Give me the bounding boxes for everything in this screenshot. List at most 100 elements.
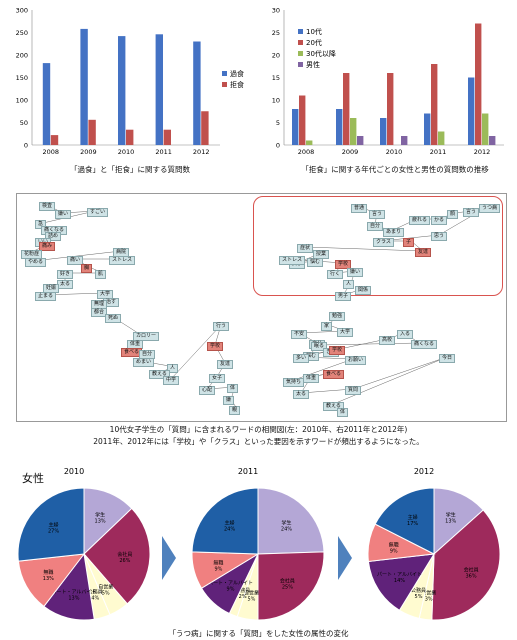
bar-10代 xyxy=(336,109,343,145)
pie-slice-pct: 9% xyxy=(227,586,235,592)
x-tick-label: 2010 xyxy=(118,148,135,156)
pie-slice-label: 無職 xyxy=(43,569,53,576)
network-edge xyxy=(330,356,448,406)
network-word-node: 悩む xyxy=(307,258,324,267)
network-word-node: ストレス xyxy=(109,256,136,265)
network-word-node: 大学 xyxy=(337,328,354,337)
chart-binge-vs-refusal: 0 50 100 150 200 250 300 2008 2009 2010 2011 2012 過食… xyxy=(16,7,244,157)
network-word-node: 男子 xyxy=(335,292,352,301)
bar-20代 xyxy=(475,23,482,145)
bar-過食 xyxy=(80,28,88,145)
network-word-node: お願い xyxy=(345,356,367,365)
pie-slice-label: 主婦 xyxy=(49,522,59,529)
bar-過食 xyxy=(118,36,126,145)
highlight-box xyxy=(253,196,503,296)
chart-refusal-by-age: 0 5 10 15 20 25 30 2008 2009 2010 2011 2012 10代 20代 30… xyxy=(272,7,504,156)
pie-slice-pct: 24% xyxy=(281,527,292,533)
y-tick-label: 200 xyxy=(16,52,28,60)
network-word-node: 好き xyxy=(57,270,74,279)
network-word-node: うつ病 xyxy=(479,204,501,213)
network-word-node: 眠る xyxy=(311,342,328,351)
bar-拒食 xyxy=(201,111,209,145)
pie-slice-label: 会社員 xyxy=(117,551,132,558)
network-word-node: 人 xyxy=(167,364,179,373)
bar-拒食 xyxy=(126,129,134,145)
pie-slice-pct: 27% xyxy=(48,529,59,535)
network-word-node: やめる xyxy=(25,258,47,267)
pie-slice-label: パート・アルバイト xyxy=(208,580,253,586)
legend-label: 20代 xyxy=(306,38,322,47)
y-tick-label: 10 xyxy=(272,97,280,105)
y-tick-label: 150 xyxy=(16,74,28,82)
legend-label: 30代以降 xyxy=(306,49,336,58)
network-word-node: 痛み xyxy=(39,242,56,251)
network-caption-line2: 2011年、2012年には「学校」や「クラス」といった要因を示すワードが頻出する… xyxy=(93,437,424,446)
pie-slice-pct: 17% xyxy=(407,521,418,527)
pie-slice-pct: 9% xyxy=(214,566,222,572)
bar-男性 xyxy=(357,136,364,145)
pie-slice-会社員 xyxy=(431,509,501,621)
network-word-node: 死ぬ xyxy=(105,314,122,323)
network-edge xyxy=(170,324,222,380)
bar-拒食 xyxy=(163,129,171,145)
network-edge xyxy=(318,342,420,346)
legend-swatch xyxy=(298,40,303,45)
network-word-node: 教える xyxy=(323,402,344,411)
pie-slice-pct: 13% xyxy=(95,518,106,524)
network-word-node: かる xyxy=(431,216,448,225)
pie-slice-label: 自営業 xyxy=(421,590,436,597)
pie-slice-pct: 9% xyxy=(390,549,398,555)
network-word-node: 太る xyxy=(293,390,310,399)
pie-slice-pct: 3% xyxy=(425,597,433,603)
bar-拒食 xyxy=(88,119,96,145)
gender-label: 女性 xyxy=(22,472,44,485)
pie-slice-label: 公務員 xyxy=(88,588,103,595)
network-word-node: 痛くなる xyxy=(411,340,438,349)
x-tick-label: 2008 xyxy=(298,148,315,156)
network-word-node: 関係 xyxy=(355,286,372,295)
bar-20代 xyxy=(299,95,306,145)
pie-slice-pct: 13% xyxy=(68,596,79,602)
network-word-node: めまい xyxy=(133,358,155,367)
pie-slice-label: パート・アルバイト xyxy=(51,590,96,596)
chevron-right-icon xyxy=(338,536,352,580)
y-tick-label: 30 xyxy=(272,7,280,15)
pie-slice-pct: 2% xyxy=(239,594,247,600)
pie-slice-pct: 5% xyxy=(415,594,423,600)
network-word-node: 不安 xyxy=(291,330,308,339)
network-word-node: 体重 xyxy=(303,374,320,383)
network-word-node: 友達 xyxy=(217,360,234,369)
pie-slice-label: 無職 xyxy=(389,542,399,549)
network-word-node: 勉強 xyxy=(329,312,346,321)
y-tick-label: 15 xyxy=(272,74,280,82)
network-word-node: 肌 xyxy=(95,270,107,279)
pie-title: 2011 xyxy=(238,467,258,476)
pie-slice-pct: 5% xyxy=(248,596,256,602)
network-word-node: 自分 xyxy=(367,222,384,231)
network-word-node: 食べる xyxy=(323,370,345,379)
pie-slice-label: 主婦 xyxy=(408,514,418,521)
network-word-node: 家 xyxy=(321,322,333,331)
network-word-node: 学校 xyxy=(207,342,224,351)
network-caption-line1: 10代女子学生の「質問」に含まれるワードの相関図(左：2010年、右2011年と… xyxy=(109,425,408,434)
word-network-panel: 検査嫌いすごい急痛くなる詰めいい痛み花粉症やめる病院ストレス痛い胸肌好き太る妊娠… xyxy=(16,193,507,422)
bar-30代以降 xyxy=(438,131,445,145)
pie-slice-pct: 25% xyxy=(282,584,293,590)
x-tick-label: 2008 xyxy=(43,148,60,156)
pie-slice-pct: 13% xyxy=(445,519,456,525)
bar-20代 xyxy=(343,73,350,145)
pie-slice-label: 無職 xyxy=(213,559,223,566)
pie-slice-label: 学生 xyxy=(95,511,105,518)
bar-30代以降 xyxy=(306,140,313,145)
network-word-node: 今日 xyxy=(439,354,456,363)
network-word-node: 疲れる xyxy=(409,216,431,225)
pie-slice-pct: 14% xyxy=(394,578,405,584)
pie-slice-label: 会社員 xyxy=(280,577,295,584)
y-tick-label: 100 xyxy=(16,97,28,105)
pie-slice-label: 主婦 xyxy=(225,520,235,527)
network-word-node: ストレス xyxy=(279,256,306,265)
pie-slice-pct: 13% xyxy=(43,576,54,582)
legend-label: 男性 xyxy=(306,60,320,69)
network-word-node: 心配 xyxy=(199,386,216,395)
network-word-node: 多い xyxy=(293,354,310,363)
